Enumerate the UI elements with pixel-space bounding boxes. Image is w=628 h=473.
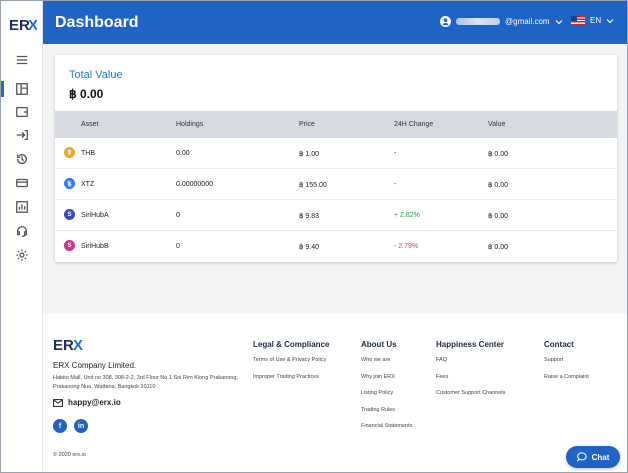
holdings: 0 (176, 212, 180, 219)
change: - (394, 150, 397, 157)
svg-text:E: E (9, 17, 19, 33)
card-icon[interactable] (14, 175, 30, 191)
erx-footer-logo[interactable]: ER X (53, 336, 83, 352)
col-asset: Asset (81, 121, 99, 128)
asset-name: SiriHubA (81, 212, 109, 219)
change: - (394, 181, 397, 188)
col-price: Price (299, 121, 315, 128)
footer-col-legal: Legal & Compliance Terms of Use & Privac… (253, 340, 329, 390)
history-icon[interactable] (14, 151, 30, 167)
user-menu[interactable]: @gmail.com (440, 16, 563, 27)
contact-email[interactable]: happy@erx.io (53, 398, 121, 407)
language-selector[interactable]: EN (571, 16, 614, 25)
value: ฿ 0.00 (488, 213, 509, 220)
footer-link[interactable]: Why join ERX (361, 373, 395, 380)
email-redacted (456, 18, 500, 25)
svg-text:R: R (19, 17, 30, 33)
wallet-icon[interactable] (14, 104, 30, 120)
chevron-down-icon (606, 18, 614, 23)
change: - 2.79% (394, 243, 419, 250)
value: ฿ 0.00 (488, 244, 509, 251)
company-address: Habito Mall, Unit no 308, 308-2-2, 3rd F… (53, 375, 238, 390)
price: ฿ 9.83 (299, 213, 320, 220)
facebook-icon[interactable]: f (53, 419, 67, 433)
thb-coin-icon: ฿ (64, 147, 75, 158)
footer-link[interactable]: Fees (436, 373, 449, 380)
dashboard-icon[interactable] (14, 81, 30, 97)
asset-table-header: Asset Holdings Price 24H Change Value (55, 111, 617, 138)
company-name: ERX Company Limited. (53, 361, 137, 370)
footer-col-title: Happiness Center (436, 340, 505, 349)
us-flag-icon (571, 16, 585, 25)
footer-col-title: About Us (361, 340, 397, 349)
col-24h-change: 24H Change (394, 121, 434, 128)
footer-link[interactable]: Improper Trading Practices (253, 373, 320, 380)
asset-name: SiriHubB (81, 243, 109, 250)
footer-link[interactable]: Raise a Complaint (544, 373, 589, 380)
chevron-down-icon (555, 19, 563, 24)
footer-link[interactable]: Trading Rules (361, 406, 396, 413)
holdings: 0.00000000 (176, 181, 213, 188)
total-value-title: Total Value (69, 69, 123, 81)
erx-logo[interactable]: E R X (9, 15, 37, 33)
footer-col-title: Contact (544, 340, 574, 349)
asset-name: THB (81, 150, 95, 157)
chat-label: Chat (591, 452, 610, 462)
footer: ER X ERX Company Limited. Habito Mall, U… (43, 314, 627, 472)
svg-text:ER: ER (53, 337, 74, 352)
footer-link[interactable]: Customer Support Channels (436, 390, 506, 396)
xtz-coin-icon: ꜩ (64, 178, 75, 189)
active-indicator (1, 81, 4, 97)
change: + 2.82% (394, 212, 420, 219)
footer-col-contact: Contact Support Raise a Complaint (544, 340, 589, 390)
sidebar: E R X (1, 1, 43, 472)
footer-col-about: About Us Who we are Why join ERX Listing… (361, 340, 412, 440)
footer-link[interactable]: FAQ (436, 357, 448, 363)
menu-icon[interactable] (14, 52, 30, 68)
settings-icon[interactable] (14, 247, 30, 263)
svg-text:X: X (28, 17, 37, 33)
table-row[interactable]: S SiriHubA 0 ฿ 9.83 + 2.82% ฿ 0.00 (55, 200, 617, 231)
table-row[interactable]: S SiriHubB 0 ฿ 9.40 - 2.79% ฿ 0.00 (55, 231, 617, 262)
transfer-icon[interactable] (14, 127, 30, 143)
user-avatar-icon (440, 16, 451, 27)
table-row[interactable]: ฿ THB 0.00 ฿ 1.00 - ฿ 0.00 (55, 138, 617, 169)
top-header: Dashboard @gmail.com EN (43, 1, 627, 44)
chat-button[interactable]: Chat (566, 446, 620, 468)
user-email: @gmail.com (505, 17, 550, 26)
price: ฿ 1.00 (299, 151, 320, 158)
footer-col-title: Legal & Compliance (253, 340, 330, 349)
price: ฿ 9.40 (299, 244, 320, 251)
page-title: Dashboard (55, 14, 139, 31)
holdings: 0 (176, 243, 180, 250)
table-row[interactable]: ꜩ XTZ 0.00000000 ฿ 155.00 - ฿ 0.00 (55, 169, 617, 200)
mail-icon (53, 398, 63, 407)
value: ฿ 0.00 (488, 151, 509, 158)
value: ฿ 0.00 (488, 182, 509, 189)
footer-link[interactable]: Who we are (361, 357, 391, 363)
footer-link[interactable]: Terms of Use & Privacy Policy (253, 357, 327, 363)
sirihubb-coin-icon: S (64, 240, 75, 251)
holdings: 0.00 (176, 150, 190, 157)
asset-name: XTZ (81, 181, 95, 188)
email-text: happy@erx.io (68, 398, 121, 407)
svg-text:X: X (73, 337, 83, 352)
copyright: © 2020 erx.io (53, 452, 86, 458)
chart-icon[interactable] (14, 199, 30, 215)
sirihuba-coin-icon: S (64, 209, 75, 220)
language-label: EN (590, 16, 602, 25)
total-value-card: Total Value ฿ 0.00 Asset Holdings Price … (55, 55, 617, 262)
linkedin-icon[interactable]: in (74, 419, 88, 433)
total-value-amount: ฿ 0.00 (69, 87, 104, 101)
footer-link[interactable]: Financial Statements (361, 423, 413, 429)
footer-link[interactable]: Support (544, 357, 564, 363)
col-holdings: Holdings (176, 121, 204, 128)
footer-col-happiness: Happiness Center FAQ Fees Customer Suppo… (436, 340, 505, 407)
support-icon[interactable] (14, 223, 30, 239)
chat-bubble-icon (576, 452, 587, 462)
price: ฿ 155.00 (299, 182, 327, 189)
footer-link[interactable]: Listing Policy (361, 390, 394, 396)
col-value: Value (488, 121, 506, 128)
